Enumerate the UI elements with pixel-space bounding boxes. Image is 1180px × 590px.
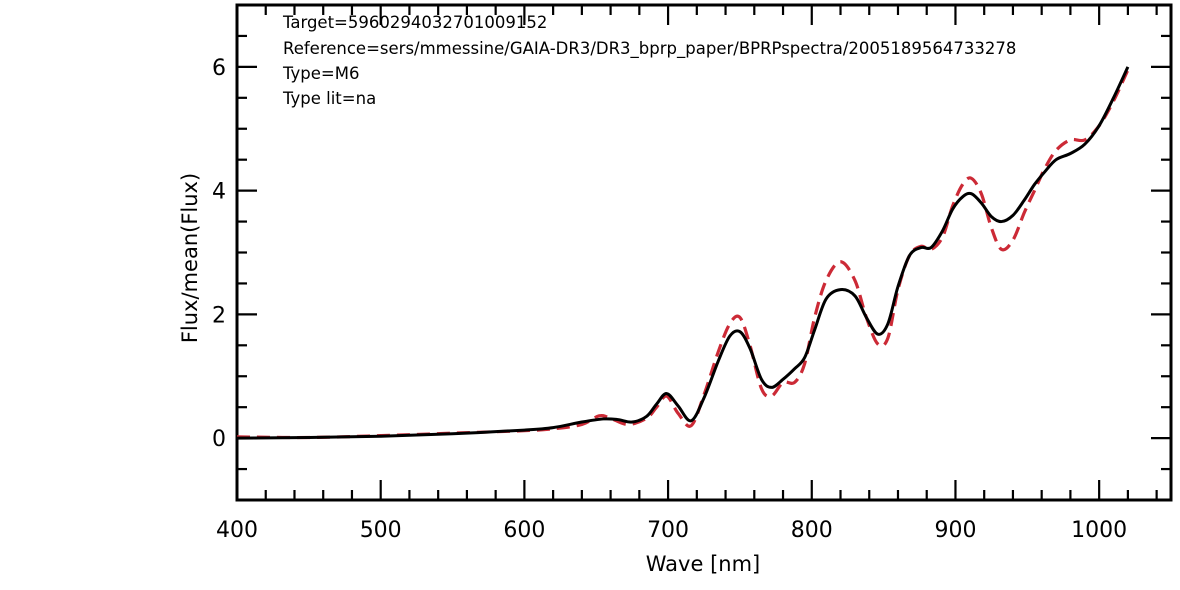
x-tick-label: 600 [503, 518, 545, 543]
x-tick-label: 400 [216, 518, 258, 543]
x-tick-label: 900 [934, 518, 976, 543]
annotation-reference: Reference=sers/mmessine/GAIA-DR3/DR3_bpr… [283, 39, 1016, 59]
series-dashed-line [236, 69, 1130, 440]
series-solid-line [236, 66, 1130, 440]
x-tick-label: 500 [360, 518, 402, 543]
y-tick-label: 6 [212, 56, 226, 81]
y-tick-labels: 0 2 4 6 [212, 56, 226, 452]
y-tick-label: 2 [212, 303, 226, 328]
x-tick-label: 1000 [1071, 518, 1127, 543]
x-axis-label: Wave [nm] [646, 552, 760, 576]
y-axis-label: Flux/mean(Flux) [178, 173, 202, 343]
y-tick-label: 0 [212, 427, 226, 452]
axis-ticks [235, 3, 1171, 502]
annotation-type: Type=M6 [282, 64, 359, 83]
annotation-target: Target=5960294032701009152 [282, 13, 547, 32]
x-tick-labels: 400 500 600 700 800 900 1000 [216, 518, 1127, 543]
x-tick-label: 800 [791, 518, 833, 543]
plot-frame [235, 3, 1173, 502]
x-tick-label: 700 [647, 518, 689, 543]
annotation-type-lit: Type lit=na [282, 89, 376, 108]
y-tick-label: 4 [212, 180, 226, 205]
series-lines [236, 66, 1130, 440]
annotations: Target=5960294032701009152 Reference=ser… [282, 13, 1016, 108]
